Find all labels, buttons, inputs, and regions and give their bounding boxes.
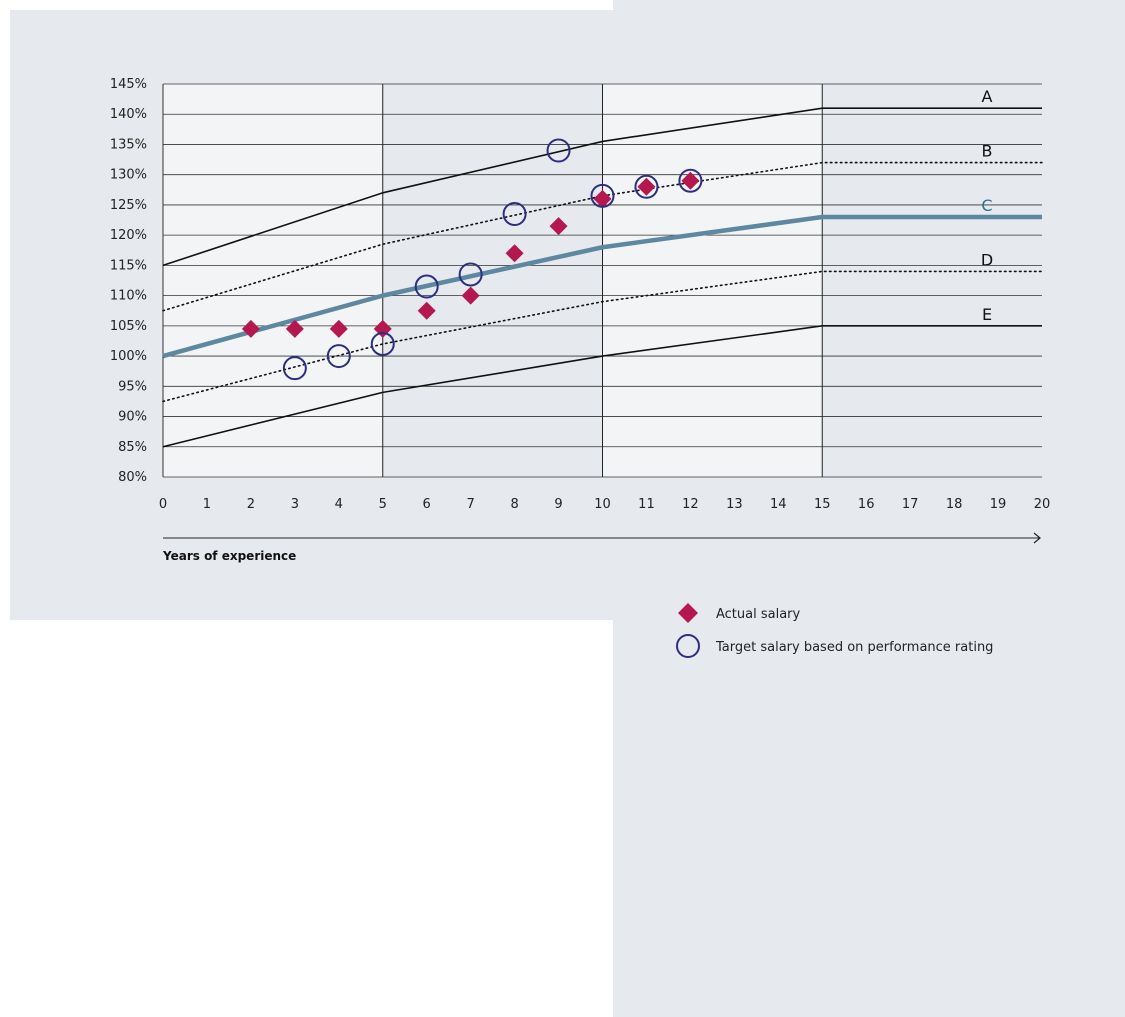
x-tick-label: 2 — [247, 497, 255, 512]
x-tick-label: 15 — [814, 497, 831, 512]
y-tick-label: 130% — [110, 168, 147, 183]
y-tick-label: 105% — [110, 319, 147, 334]
shaded-region-1 — [822, 84, 1042, 477]
actual-salary-point — [593, 189, 612, 208]
actual-salary-point — [329, 319, 348, 338]
y-tick-label: 120% — [110, 228, 147, 243]
target-salary-point — [546, 138, 571, 163]
target-salary-point — [502, 201, 527, 226]
y-tick-label: 100% — [110, 349, 147, 364]
y-tick-label: 90% — [118, 410, 147, 425]
y-tick-label: 140% — [110, 107, 147, 122]
legend-target-marker — [676, 634, 700, 658]
x-tick-label: 19 — [990, 497, 1007, 512]
vertical-divider-lines — [382, 84, 823, 477]
actual-salary-point — [637, 177, 656, 196]
y-tick-label: 135% — [110, 137, 147, 152]
y-tick-label: 110% — [110, 289, 147, 304]
actual-salary-point — [549, 217, 568, 236]
shaded-region-0 — [382, 84, 603, 477]
target-salary-point — [414, 274, 439, 299]
x-tick-label: 11 — [638, 497, 655, 512]
x-tick-label: 13 — [726, 497, 743, 512]
x-tick-label: 5 — [379, 497, 387, 512]
x-tick-label: 20 — [1034, 497, 1051, 512]
salary-band-lines — [162, 107, 1043, 448]
target-salary-point — [458, 262, 483, 287]
x-tick-label: 7 — [467, 497, 475, 512]
target-salary-point — [634, 174, 659, 199]
band-line-c — [162, 214, 1042, 359]
y-axis-tick-labels: 80% 85% 90% 95% 100% 105% 110% 115% 120% 125% 130%… — [110, 77, 147, 485]
x-tick-label: 3 — [291, 497, 299, 512]
x-tick-label: 12 — [682, 497, 699, 512]
legend-actual-label: Actual salary — [716, 607, 801, 622]
x-axis-tick-labels: 0 1 2 3 4 5 6 7 8 9 10 11 12 13 14 15 16 17 18 19 20 — [159, 497, 1050, 512]
y-tick-label: 85% — [118, 440, 147, 455]
band-label-d: D — [981, 250, 993, 269]
target-salary-point — [282, 356, 307, 381]
band-line-a — [162, 107, 1042, 267]
actual-salary-point — [417, 301, 436, 320]
x-tick-label: 14 — [770, 497, 787, 512]
actual-salary-point — [681, 171, 700, 190]
x-tick-label: 17 — [902, 497, 919, 512]
band-label-a: A — [982, 87, 993, 106]
x-axis-arrow — [163, 532, 1041, 544]
x-tick-label: 1 — [203, 497, 211, 512]
band-line-d — [162, 270, 1043, 403]
target-salary-point — [326, 344, 351, 369]
actual-salary-point — [505, 244, 524, 263]
y-tick-label: 95% — [118, 379, 147, 394]
y-tick-label: 145% — [110, 77, 147, 92]
legend-actual-marker — [678, 603, 698, 623]
actual-salary-point — [461, 286, 480, 305]
y-tick-label: 125% — [110, 198, 147, 213]
x-tick-label: 6 — [423, 497, 431, 512]
target-salary-points — [282, 138, 703, 381]
legend: Actual salary Target salary based on per… — [676, 603, 993, 658]
y-tick-label: 115% — [110, 258, 147, 273]
x-tick-label: 16 — [858, 497, 875, 512]
target-salary-point — [678, 168, 703, 193]
target-salary-point — [590, 183, 615, 208]
actual-salary-point — [285, 319, 304, 338]
band-label-e: E — [982, 305, 992, 324]
x-tick-label: 9 — [554, 497, 562, 512]
x-tick-label: 0 — [159, 497, 167, 512]
band-label-c: C — [981, 196, 992, 215]
x-tick-label: 4 — [335, 497, 343, 512]
actual-salary-point — [241, 319, 260, 338]
legend-target-label: Target salary based on performance ratin… — [715, 640, 993, 655]
x-tick-label: 18 — [946, 497, 963, 512]
target-salary-point — [370, 331, 395, 356]
band-label-b: B — [982, 142, 993, 161]
x-axis-label: Years of experience — [162, 549, 296, 563]
y-tick-label: 80% — [118, 470, 147, 485]
x-tick-label: 8 — [510, 497, 518, 512]
band-line-e — [162, 325, 1042, 448]
x-tick-label: 10 — [594, 497, 611, 512]
salary-band-labels: A B C D E — [981, 87, 993, 324]
